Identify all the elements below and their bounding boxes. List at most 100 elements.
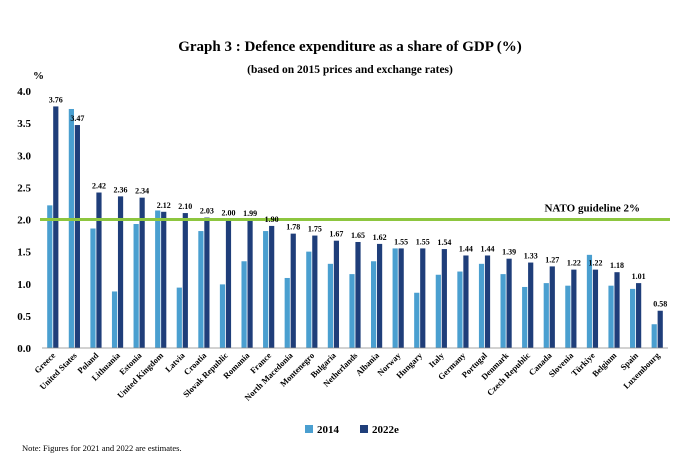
data-label: 1.01 xyxy=(632,272,646,281)
data-label: 1.62 xyxy=(373,233,387,242)
bar-2022e-5 xyxy=(161,211,167,348)
bar-2022e-0 xyxy=(53,106,59,348)
y-tick-label: 0.5 xyxy=(17,311,31,323)
data-label: 1.99 xyxy=(243,209,257,218)
bar-2014-2 xyxy=(90,228,96,348)
bar-2014-18 xyxy=(435,274,441,348)
bar-2022e-20 xyxy=(484,255,491,348)
y-axis-unit-label: % xyxy=(33,70,44,82)
bar-2014-1 xyxy=(68,108,74,349)
bar-2022e-22 xyxy=(528,262,534,348)
data-label: 1.90 xyxy=(265,215,279,224)
data-label: 1.22 xyxy=(567,259,581,268)
bar-2014-3 xyxy=(111,291,118,348)
data-label: 1.54 xyxy=(437,238,451,247)
footnote: Note: Figures for 2021 and 2022 are esti… xyxy=(22,443,182,453)
bar-2022e-17 xyxy=(420,248,426,348)
bar-2022e-12 xyxy=(312,235,318,348)
y-tick-label: 3.0 xyxy=(17,150,31,162)
bar-2022e-7 xyxy=(204,217,210,348)
bar-2022e-26 xyxy=(614,272,620,348)
chart-subtitle: (based on 2015 prices and exchange rates… xyxy=(247,64,453,76)
bar-2014-12 xyxy=(306,251,312,349)
bar-2014-8 xyxy=(219,284,226,348)
data-label: 1.65 xyxy=(351,231,365,240)
y-axis: 0.0 0.5 1.0 1.5 2.0 2.5 3.0 3.5 4.0 xyxy=(17,86,31,355)
bar-2022e-6 xyxy=(182,213,188,348)
data-label: 1.22 xyxy=(588,259,602,268)
bar-2022e-25 xyxy=(592,269,599,348)
legend-swatch-2022e xyxy=(360,425,368,433)
bars-group xyxy=(42,106,668,349)
legend-swatch-2014 xyxy=(305,425,313,433)
data-label: 2.12 xyxy=(157,201,171,210)
y-tick-label: 0.0 xyxy=(17,343,31,355)
bar-2022e-1 xyxy=(74,125,80,348)
data-label: 1.27 xyxy=(545,255,559,264)
bar-2014-25 xyxy=(586,254,593,348)
data-label: 1.75 xyxy=(308,225,322,234)
bar-2014-0 xyxy=(47,205,53,348)
bar-2014-13 xyxy=(327,263,334,348)
bar-2022e-23 xyxy=(549,266,555,348)
data-label: 1.67 xyxy=(329,230,343,239)
y-tick-label: 2.0 xyxy=(17,215,31,227)
bar-2022e-18 xyxy=(441,249,447,348)
bar-2014-26 xyxy=(608,285,614,348)
bar-2022e-28 xyxy=(657,310,663,348)
reference-line-group: NATO guideline 2% xyxy=(40,203,670,221)
y-tick-label: 1.0 xyxy=(17,279,31,291)
bar-2022e-2 xyxy=(96,192,102,348)
data-label: 2.34 xyxy=(135,187,149,196)
data-label: 1.18 xyxy=(610,261,624,270)
bar-2014-6 xyxy=(176,287,182,348)
bar-2022e-16 xyxy=(398,248,404,348)
data-label: 1.44 xyxy=(481,244,495,253)
data-label: 2.42 xyxy=(92,182,106,191)
bar-2022e-8 xyxy=(225,219,232,348)
bar-2014-7 xyxy=(198,231,204,348)
bar-2014-5 xyxy=(155,210,161,348)
legend-label: 2022e xyxy=(372,424,399,436)
y-tick-label: 3.5 xyxy=(17,118,31,130)
bar-2022e-11 xyxy=(290,233,296,348)
bar-2022e-15 xyxy=(376,243,383,348)
bar-2014-15 xyxy=(370,261,377,348)
data-labels-group: 3.76 3.47 2.42 2.36 2.34 2.12 2.10 2.03 2.00 1.99… xyxy=(49,95,667,308)
bar-2022e-21 xyxy=(506,258,512,348)
data-label: 1.55 xyxy=(394,237,408,246)
data-label: 3.76 xyxy=(49,95,63,104)
bar-2014-27 xyxy=(630,288,636,348)
data-label: 2.03 xyxy=(200,207,214,216)
bar-2022e-13 xyxy=(333,240,340,348)
data-label: 1.33 xyxy=(524,252,538,261)
bar-2022e-19 xyxy=(463,255,469,348)
legend: 2014 2022e xyxy=(305,424,399,436)
bar-2014-4 xyxy=(133,224,139,348)
data-label: 2.10 xyxy=(178,202,192,211)
bar-2014-19 xyxy=(457,271,463,348)
bar-2022e-4 xyxy=(139,197,145,348)
bar-2022e-27 xyxy=(636,283,642,348)
data-label: 3.47 xyxy=(70,114,84,123)
bar-2014-28 xyxy=(651,324,657,348)
legend-label: 2014 xyxy=(317,424,340,436)
bar-2014-9 xyxy=(241,261,247,348)
bar-2014-23 xyxy=(543,283,549,348)
bar-2022e-14 xyxy=(355,241,361,348)
bar-2022e-3 xyxy=(117,196,124,348)
bar-2014-24 xyxy=(565,285,571,348)
chart-title: Graph 3 : Defence expenditure as a share… xyxy=(178,39,522,55)
bar-2014-10 xyxy=(263,231,269,348)
data-label: 1.55 xyxy=(416,237,430,246)
data-label: 1.44 xyxy=(459,244,473,253)
bar-2022e-10 xyxy=(269,225,275,348)
data-label: 0.58 xyxy=(653,300,667,309)
bar-2014-14 xyxy=(349,274,355,348)
bar-2014-20 xyxy=(478,263,485,348)
bar-2022e-24 xyxy=(571,269,577,348)
bar-2014-11 xyxy=(284,277,290,348)
